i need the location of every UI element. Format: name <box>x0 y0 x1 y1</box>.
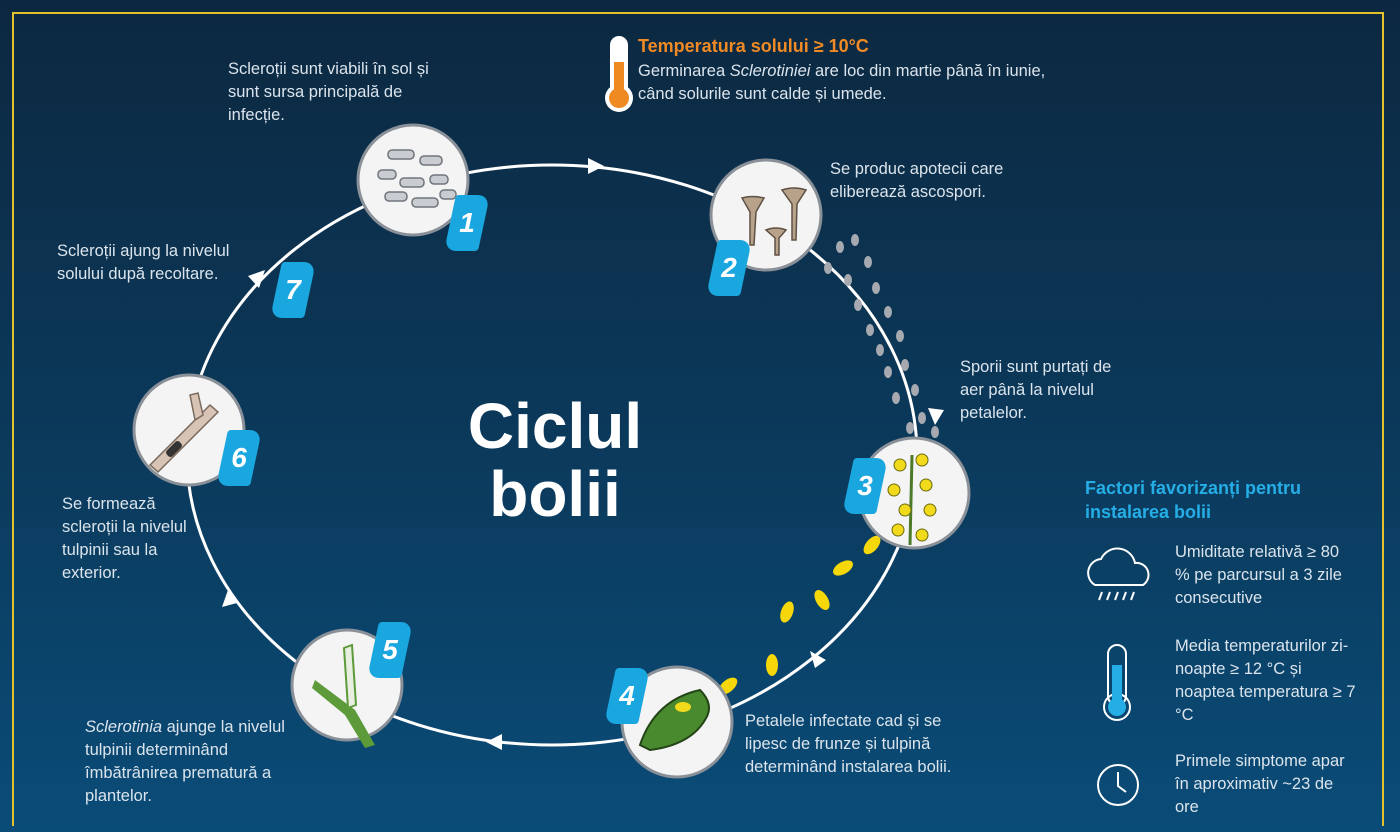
soil-temp-text: Germinarea Sclerotiniei are loc din mart… <box>638 60 1058 106</box>
step-text: Petalele infectate cad și se lipesc de f… <box>745 710 955 779</box>
factor-text: Umiditate relativă ≥ 80 % pe parcursul a… <box>1175 541 1355 610</box>
factor-text: Primele simptome apar în aproximativ ~23… <box>1175 750 1345 819</box>
title: Ciclul bolii <box>430 392 680 528</box>
step-tag: 7 <box>270 262 316 318</box>
step-tag: 1 <box>444 195 490 251</box>
step-number: 1 <box>450 195 484 251</box>
italic-text: Sclerotinia <box>85 718 162 736</box>
page: Ciclul bolii Temperatura solului ≥ 10°C … <box>0 0 1400 832</box>
step-tag: 6 <box>216 430 262 486</box>
step-text: Sclerotinia ajunge la nivelul tulpinii d… <box>85 716 320 808</box>
italic-text: Sclerotiniei <box>730 62 811 80</box>
step-text: Se produc apotecii care eliberează ascos… <box>830 158 1005 204</box>
soil-thermometer <box>605 36 633 112</box>
step-number: 4 <box>610 668 644 724</box>
factor-thermo-fill <box>1108 665 1126 716</box>
title-line: bolii <box>430 460 680 528</box>
step-number: 6 <box>222 430 256 486</box>
title-line: Ciclul <box>430 392 680 460</box>
step-number: 7 <box>276 262 310 318</box>
step-tag: 4 <box>604 668 650 724</box>
text: Germinarea <box>638 62 730 80</box>
step-tag: 3 <box>842 458 888 514</box>
petals <box>716 533 884 698</box>
step-text: Se formează scleroții la nivelul tulpini… <box>62 493 192 585</box>
step-number: 5 <box>373 622 407 678</box>
factor-text: Media temperaturilor zi-noapte ≥ 12 °C ș… <box>1175 635 1365 727</box>
step-number: 2 <box>712 240 746 296</box>
step-tag: 5 <box>367 622 413 678</box>
step-number: 3 <box>848 458 882 514</box>
step-tag: 2 <box>706 240 752 296</box>
step-text: Scleroții sunt viabili în sol și sunt su… <box>228 58 453 127</box>
step-text: Scleroții ajung la nivelul solului după … <box>57 240 262 286</box>
factors-title: Factori favorizanți pentru instalarea bo… <box>1085 476 1305 524</box>
soil-temp-heading: Temperatura solului ≥ 10°C <box>638 36 869 57</box>
spores <box>824 234 939 438</box>
step-text: Sporii sunt purtați de aer până la nivel… <box>960 356 1120 425</box>
